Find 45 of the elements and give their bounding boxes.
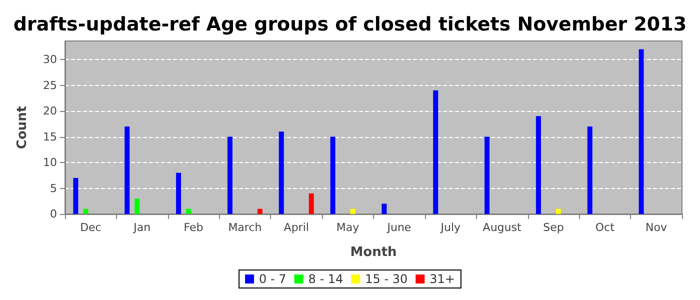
bar <box>350 208 356 214</box>
y-tick-label: 25 <box>43 78 57 92</box>
y-tick-label: 0 <box>50 208 57 220</box>
bar <box>278 132 284 214</box>
bar <box>587 126 592 214</box>
bar <box>73 178 78 214</box>
bar <box>134 198 140 214</box>
x-tick-label: Feb <box>184 221 204 234</box>
x-tick-label: Sep <box>543 221 564 234</box>
x-tick-label: April <box>284 221 309 234</box>
x-tick-label: Nov <box>646 221 668 234</box>
x-axis-title: Month <box>350 245 397 260</box>
y-tick-label: 10 <box>43 156 57 170</box>
x-tick-label: Jan <box>132 221 151 234</box>
bar <box>124 126 130 214</box>
bar <box>176 172 182 214</box>
bar <box>83 208 88 214</box>
y-tick-label: 30 <box>43 53 57 66</box>
x-tick-label: Dec <box>80 221 102 234</box>
x-tick-label: Oct <box>595 221 616 234</box>
x-tick-label: June <box>386 221 412 234</box>
bar <box>308 193 314 214</box>
x-tick-label: March <box>228 221 262 234</box>
bar <box>556 208 561 214</box>
bar <box>484 136 490 214</box>
x-tick-label: July <box>440 221 461 234</box>
x-tick-label: May <box>336 221 360 234</box>
bar <box>330 136 336 214</box>
y-tick-label: 15 <box>43 130 57 144</box>
bar <box>382 204 387 214</box>
bar <box>433 90 438 214</box>
legend-label: 8 - 14 <box>308 272 344 286</box>
bar <box>638 49 644 214</box>
x-tick-label: August <box>482 221 522 234</box>
y-tick-label: 20 <box>43 104 57 118</box>
y-tick-label: 5 <box>50 182 57 195</box>
chart-title: drafts-update-ref Age groups of closed tickets November 2013 <box>13 14 687 36</box>
legend-label: 31+ <box>430 272 455 286</box>
bar <box>227 136 232 214</box>
legend-label: 15 - 30 <box>365 272 408 286</box>
bar <box>186 208 192 214</box>
legend-label: 0 - 7 <box>259 272 286 286</box>
bar <box>257 208 262 214</box>
bar <box>536 116 541 214</box>
y-axis-title: Count <box>15 106 30 150</box>
